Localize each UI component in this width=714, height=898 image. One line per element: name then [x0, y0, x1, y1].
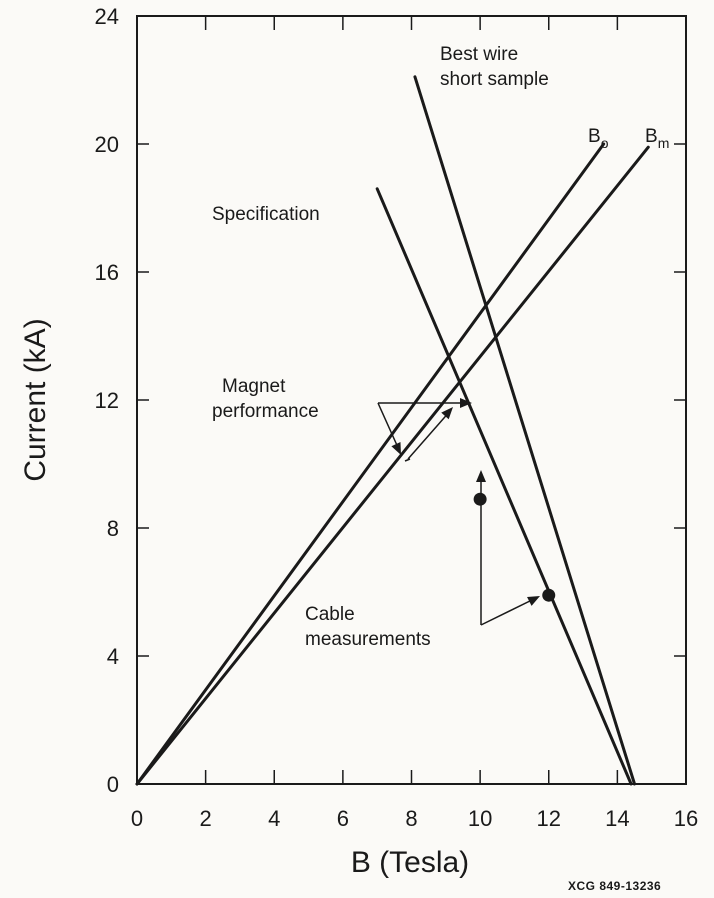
y-axis-title: Current (kA) — [19, 318, 52, 481]
bo-label-sub: o — [601, 135, 609, 151]
x-axis-title: B (Tesla) — [351, 846, 469, 879]
cable-measurements-line2: measurements — [305, 629, 431, 650]
annotation-arrows — [377, 398, 540, 626]
x-tick-label: 12 — [537, 806, 561, 831]
specification-label: Specification — [212, 204, 320, 225]
data-points — [473, 492, 556, 602]
bm-label-base: B — [645, 126, 658, 147]
y-tick-label: 20 — [95, 132, 119, 157]
y-tick-label: 4 — [107, 644, 119, 669]
bo-label: Bo — [588, 126, 609, 151]
y-tick-label: 0 — [107, 772, 119, 797]
y-tick-label: 12 — [95, 388, 119, 413]
cable-measurements-line1: Cable — [305, 604, 355, 625]
series-line-bo — [135, 142, 606, 786]
y-tick-label: 24 — [95, 4, 119, 29]
x-tick-label: 16 — [674, 806, 698, 831]
arrow-head — [527, 596, 540, 606]
x-tick-label: 2 — [200, 806, 212, 831]
x-tick-label: 0 — [131, 806, 143, 831]
magnet-arrow-shaft — [407, 409, 452, 460]
best-wire-label-line2: short sample — [440, 69, 549, 90]
cable-arrow-shaft — [480, 597, 537, 626]
series-line-specification — [375, 187, 633, 786]
arrow-head — [460, 398, 472, 408]
series-line-bm — [135, 145, 650, 786]
bm-label: Bm — [645, 126, 669, 151]
x-tick-label: 6 — [337, 806, 349, 831]
y-tick-label: 8 — [107, 516, 119, 541]
magnet-performance-line2: performance — [212, 401, 319, 422]
x-tick-label: 8 — [405, 806, 417, 831]
best-wire-label-line1: Best wire — [440, 44, 518, 65]
arrow-head — [441, 407, 453, 420]
magnet-performance-line1: Magnet — [222, 376, 286, 397]
x-tick-label: 10 — [468, 806, 492, 831]
series-line-best-wire-short-sample — [413, 75, 637, 786]
cable-measurement-point — [473, 492, 487, 506]
figure-credit: XCG 849-13236 — [568, 879, 661, 893]
magnet-arrow-shaft — [377, 402, 401, 453]
y-tick-label: 16 — [95, 260, 119, 285]
bo-label-base: B — [588, 126, 601, 147]
x-tick-label: 4 — [268, 806, 280, 831]
arrow-head — [391, 442, 401, 455]
cable-measurement-point — [542, 588, 556, 602]
magnet-arrow-bracket — [404, 458, 411, 462]
bm-label-sub: m — [658, 135, 670, 151]
arrow-head — [476, 470, 486, 482]
series-lines — [135, 75, 650, 786]
x-tick-label: 14 — [605, 806, 629, 831]
